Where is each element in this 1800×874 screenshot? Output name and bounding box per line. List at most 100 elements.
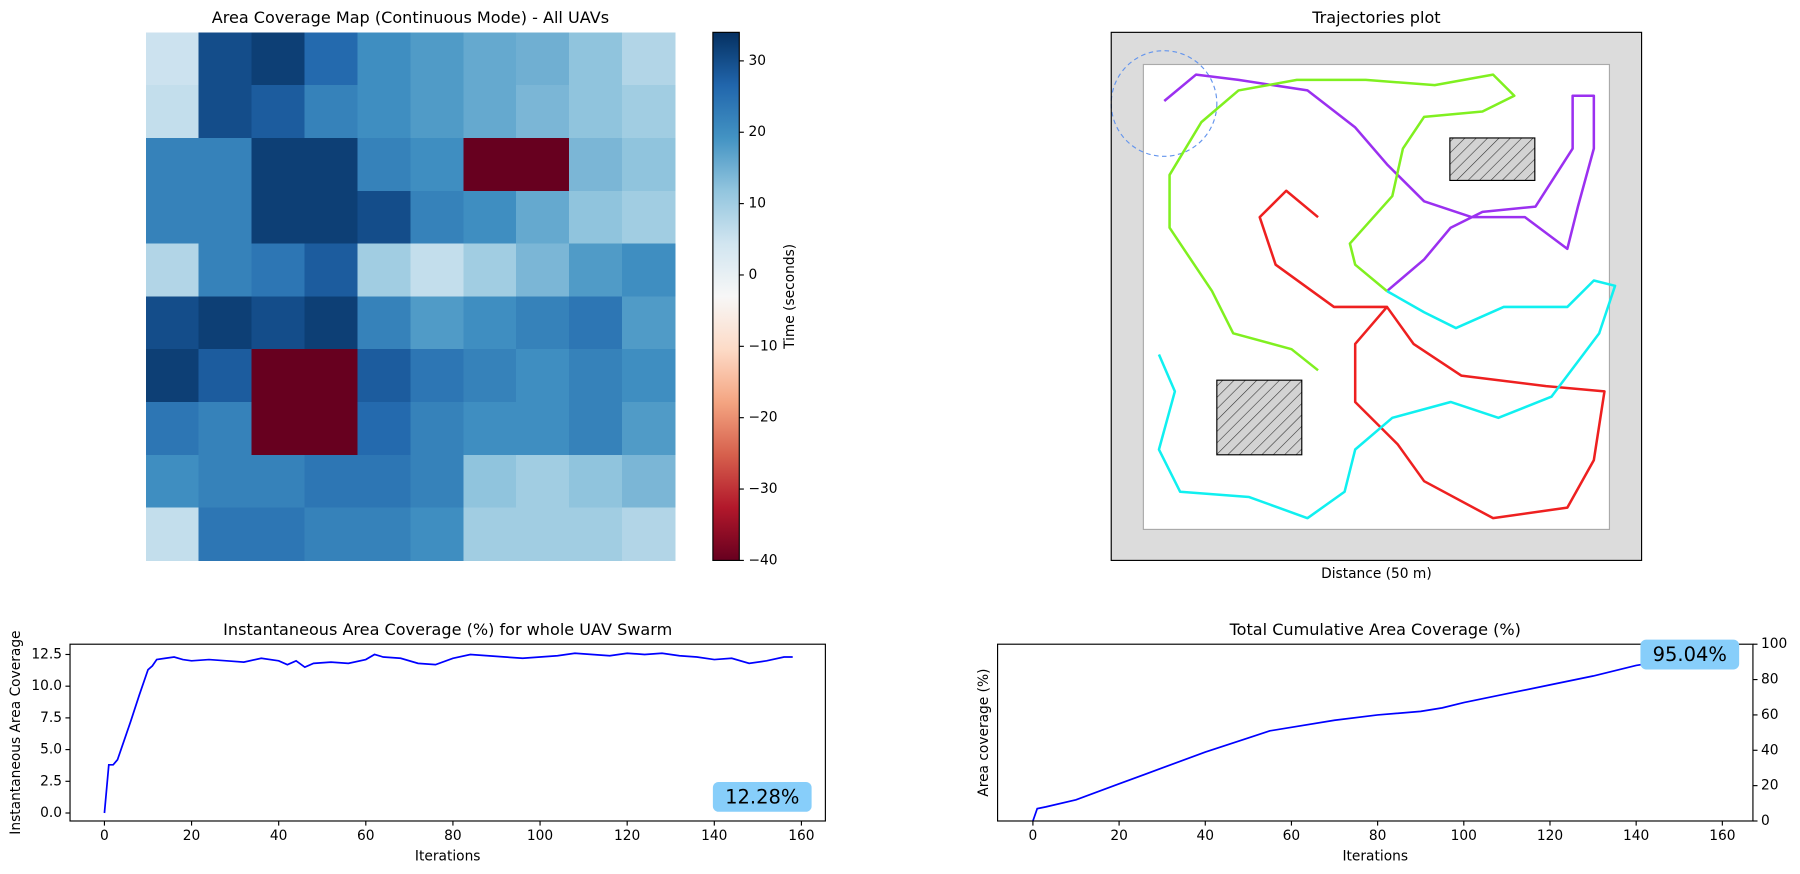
heat-cell xyxy=(569,32,623,86)
x-tick-label: 120 xyxy=(1537,828,1563,844)
heat-cell xyxy=(622,190,676,245)
heat-cell xyxy=(410,349,464,403)
heat-cell xyxy=(410,507,464,561)
annotation: 12.28% xyxy=(725,786,799,809)
y-axis-label: Area coverage (%) xyxy=(976,669,992,797)
heat-cell xyxy=(516,507,570,561)
x-tick-label: 100 xyxy=(527,828,553,844)
axes-frame xyxy=(1110,31,1643,561)
heat-cell xyxy=(145,85,200,139)
sensor-range xyxy=(1110,50,1218,157)
x-axis-label: Iterations xyxy=(415,849,481,865)
heat-cell xyxy=(569,243,623,297)
heat-cell xyxy=(357,296,411,350)
colorbar-tick-label: 20 xyxy=(748,124,766,140)
x-tick-label: 0 xyxy=(1029,828,1038,844)
x-tick-label: 140 xyxy=(701,828,727,844)
colorbar xyxy=(712,31,740,561)
heat-cell xyxy=(251,190,306,245)
heat-cell xyxy=(516,454,570,509)
heat-cell xyxy=(569,507,623,561)
x-tick-label: 120 xyxy=(614,828,640,844)
x-tick-label: 80 xyxy=(444,828,462,844)
heat-cell xyxy=(198,454,253,509)
heat-cell xyxy=(145,190,200,245)
heat-cell xyxy=(251,137,306,192)
annotation-box xyxy=(1640,639,1740,670)
heat-cell xyxy=(251,401,306,456)
heat-cell xyxy=(622,137,676,192)
y-tick-label: 100 xyxy=(1761,636,1787,652)
heat-cell xyxy=(463,454,517,509)
heat-cell xyxy=(198,137,253,192)
trajectory xyxy=(1168,73,1516,372)
heat-cell xyxy=(569,85,623,139)
heat-cell xyxy=(516,349,570,403)
x-tick-label: 0 xyxy=(100,828,109,844)
y-tick-label: 0 xyxy=(1761,813,1770,829)
colorbar-tick-label: −10 xyxy=(748,338,777,354)
x-tick-label: 40 xyxy=(1197,828,1215,844)
heat-cell xyxy=(410,243,464,297)
heat-cell xyxy=(198,507,253,561)
colorbar-label: Time (seconds) xyxy=(782,244,798,350)
colorbar-tick-label: −40 xyxy=(748,552,777,568)
y-tick-label: 20 xyxy=(1761,778,1779,794)
heat-cell xyxy=(145,454,200,509)
heat-cell xyxy=(357,454,411,509)
x-axis-label: Distance (50 m) xyxy=(1321,566,1432,582)
heat-cell xyxy=(357,137,411,192)
axes-frame xyxy=(997,643,1754,822)
heat-cell xyxy=(198,296,253,350)
heat-cell xyxy=(357,243,411,297)
heat-cell xyxy=(145,32,200,86)
heat-cell xyxy=(463,137,517,192)
heat-cell xyxy=(304,349,359,403)
heat-cell xyxy=(304,454,359,509)
line xyxy=(1032,652,1714,822)
y-tick-label: 12.5 xyxy=(31,646,62,662)
heat-cell xyxy=(357,190,411,245)
heat-cell xyxy=(304,243,359,297)
x-tick-label: 100 xyxy=(1451,828,1477,844)
operating-area xyxy=(1142,63,1611,530)
colorbar-tick-label: 0 xyxy=(748,267,757,283)
colorbar-tick-label: −20 xyxy=(748,410,777,426)
heat-cell xyxy=(569,349,623,403)
heat-cell xyxy=(198,401,253,456)
heat-cell xyxy=(304,296,359,350)
x-tick-label: 160 xyxy=(1709,828,1735,844)
heat-cell xyxy=(410,85,464,139)
heat-cell xyxy=(622,454,676,509)
x-tick-label: 20 xyxy=(183,828,201,844)
heat-cell xyxy=(569,454,623,509)
heat-cell xyxy=(145,401,200,456)
y-tick-label: 10.0 xyxy=(31,678,62,694)
y-tick-label: 60 xyxy=(1761,707,1779,723)
heat-cell xyxy=(198,349,253,403)
heat-cell xyxy=(410,137,464,192)
heat-cell xyxy=(463,190,517,245)
heat-cell xyxy=(463,32,517,86)
x-tick-label: 60 xyxy=(357,828,375,844)
heat-cell xyxy=(463,85,517,139)
heat-cell xyxy=(145,296,200,350)
heat-cell xyxy=(463,296,517,350)
heat-cell xyxy=(198,85,253,139)
trajectory xyxy=(1258,189,1606,520)
heat-cell xyxy=(251,507,306,561)
heatmap xyxy=(145,32,676,561)
chart-title: Trajectories plot xyxy=(1311,8,1440,27)
heat-cell xyxy=(251,32,306,86)
heat-cell xyxy=(516,243,570,297)
heat-cell xyxy=(463,243,517,297)
axes-frame xyxy=(69,643,826,822)
annotation: 95.04% xyxy=(1653,643,1727,666)
heat-cell xyxy=(304,85,359,139)
heat-cell xyxy=(304,507,359,561)
heat-cell xyxy=(251,296,306,350)
x-axis-label: Iterations xyxy=(1342,849,1408,865)
trajectory-background xyxy=(1110,32,1642,561)
x-tick-label: 80 xyxy=(1369,828,1387,844)
heat-cell xyxy=(304,190,359,245)
